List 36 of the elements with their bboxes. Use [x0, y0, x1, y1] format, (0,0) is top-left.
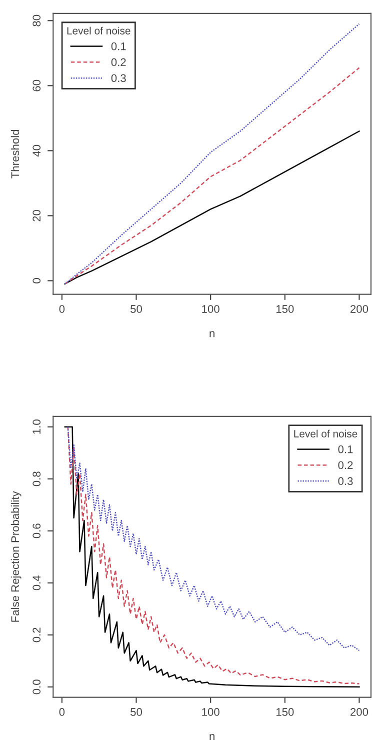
y-axis-title: Threshold	[10, 130, 20, 178]
legend-title: Level of noise	[67, 26, 130, 34]
x-tick-label: 50	[130, 305, 142, 313]
legend-label: 0.1	[111, 42, 126, 50]
x-tick-label: 150	[276, 305, 294, 313]
x-tick-label: 0	[59, 708, 65, 716]
line-series	[64, 23, 360, 285]
y-tick-label: 0.2	[32, 628, 41, 642]
y-tick-label: 0.0	[32, 680, 41, 694]
line-series	[64, 67, 360, 285]
y-tick-label: 20	[32, 210, 41, 222]
x-tick-label: 200	[350, 708, 368, 716]
x-tick-label: 100	[202, 305, 220, 313]
y-tick-label: 0	[32, 278, 41, 284]
x-tick-label: 0	[59, 305, 65, 313]
y-tick-label: 0.6	[32, 524, 41, 538]
legend-label: 0.2	[111, 58, 126, 66]
y-tick-label: 60	[32, 80, 41, 92]
legend-label: 0.3	[111, 74, 126, 82]
legend-label: 0.2	[338, 461, 353, 470]
y-tick-label: 1.0	[32, 420, 41, 434]
y-axis-title: False Rejection Probability	[10, 491, 22, 622]
x-axis-title: n	[210, 331, 214, 338]
x-tick-label: 100	[202, 708, 220, 716]
legend-label: 0.1	[338, 445, 353, 454]
x-axis-title: n	[210, 734, 214, 740]
y-tick-label: 40	[32, 144, 41, 157]
x-tick-label: 200	[350, 305, 368, 313]
y-tick-label: 0.4	[32, 575, 41, 590]
y-tick-label: 80	[32, 14, 41, 26]
x-tick-label: 150	[276, 708, 294, 716]
line-series	[64, 130, 360, 285]
legend-label: 0.3	[338, 477, 353, 486]
legend-title: Level of noise	[294, 430, 358, 438]
x-tick-label: 50	[130, 708, 142, 716]
y-tick-label: 0.8	[32, 472, 41, 486]
